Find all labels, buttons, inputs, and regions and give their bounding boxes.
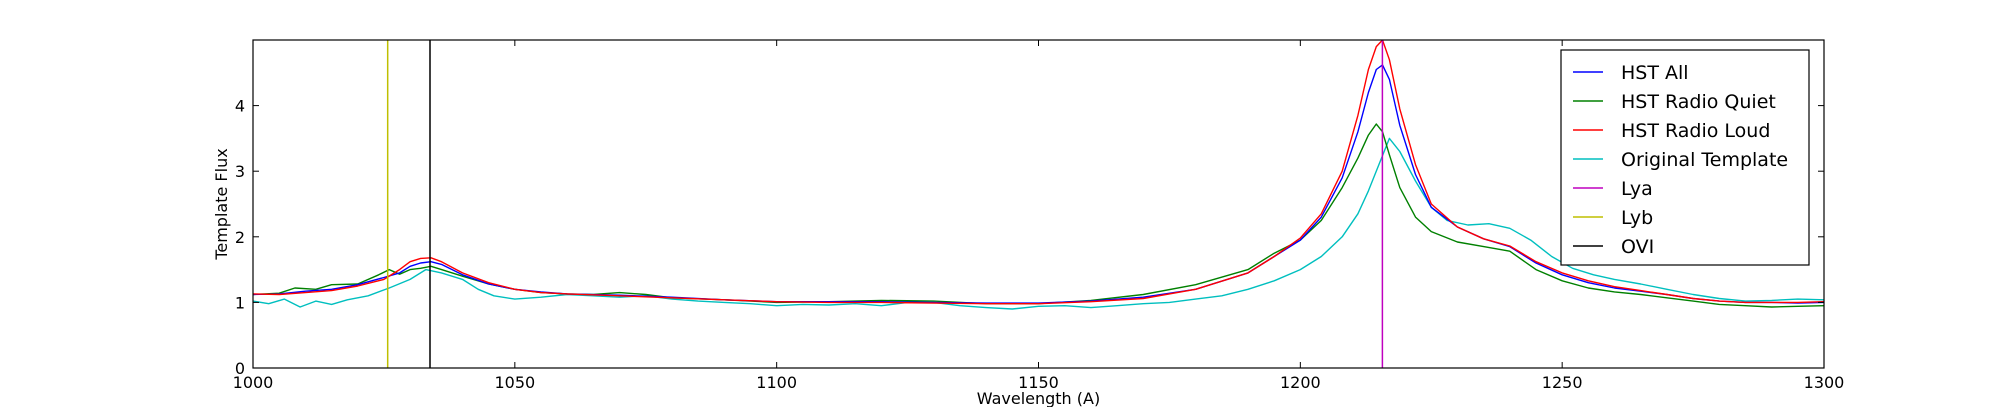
y-axis-label: Template Flux [212, 148, 231, 260]
legend-label-lyb: Lyb [1621, 207, 1653, 229]
series-line-original-template [253, 137, 1824, 310]
legend-label-hst-radio-loud: HST Radio Loud [1621, 120, 1770, 142]
legend-label-original-template: Original Template [1621, 149, 1788, 171]
x-tick-label: 1200 [1280, 373, 1321, 392]
y-tick-label: 0 [235, 359, 245, 378]
x-tick-label: 1150 [1018, 373, 1059, 392]
tick-layer: 1000 1050 1100 1150 1200 1250 1300 0 1 2 3 4 [233, 40, 1845, 392]
legend-label-lya: Lya [1621, 178, 1653, 200]
x-axis-label: Wavelength (A) [977, 389, 1100, 407]
y-tick-label: 4 [235, 97, 245, 116]
x-tick-label: 1000 [233, 373, 274, 392]
x-tick-label: 1250 [1542, 373, 1583, 392]
legend-label-ovi: OVI [1621, 236, 1654, 258]
series-layer [253, 40, 1824, 310]
legend: HST All HST Radio Quiet HST Radio Loud Orig… [1560, 49, 1810, 266]
x-tick-label: 1100 [756, 373, 797, 392]
legend-label-hst-radio-quiet: HST Radio Quiet [1621, 91, 1776, 113]
series-line-hst-radio-loud [253, 40, 1824, 305]
y-tick-label: 3 [235, 162, 245, 181]
y-tick-label: 1 [235, 293, 245, 312]
reference-lines-layer [386, 40, 1384, 368]
y-tick-label: 2 [235, 228, 245, 247]
legend-label-hst-all: HST All [1621, 62, 1689, 84]
series-line-hst-radio-quiet [253, 123, 1824, 308]
legend-box [1560, 49, 1810, 266]
x-tick-label: 1050 [494, 373, 535, 392]
x-tick-label: 1300 [1804, 373, 1845, 392]
